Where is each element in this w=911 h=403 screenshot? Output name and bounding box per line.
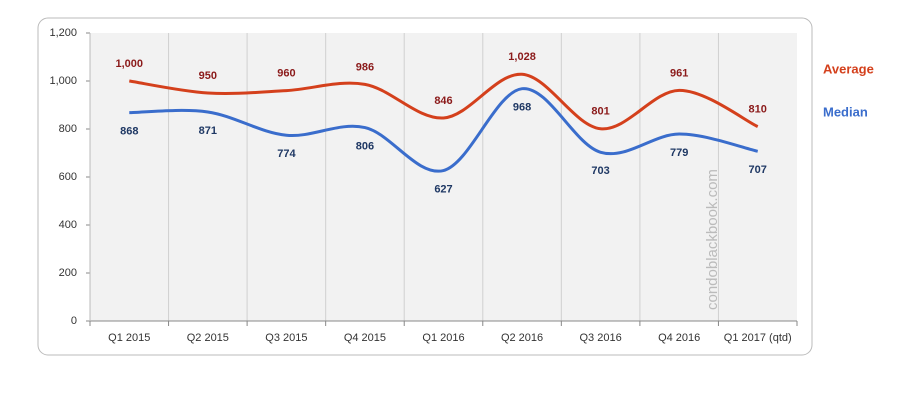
x-tick-label: Q4 2015 xyxy=(344,332,386,344)
series-line xyxy=(129,72,759,131)
series-line xyxy=(129,87,759,173)
data-label: 806 xyxy=(356,140,374,152)
data-label: 846 xyxy=(434,95,452,107)
data-label: 961 xyxy=(670,67,688,79)
legend-label: Average xyxy=(823,61,874,76)
data-label: 1,000 xyxy=(116,58,144,70)
x-tick-label: Q3 2016 xyxy=(580,332,622,344)
data-label: 950 xyxy=(199,70,217,82)
watermark: condoblackbook.com xyxy=(704,169,721,310)
data-label: 801 xyxy=(591,106,609,118)
x-tick-label: Q2 2016 xyxy=(501,332,543,344)
data-label: 868 xyxy=(120,126,138,138)
x-tick-label: Q1 2016 xyxy=(422,332,464,344)
y-tick-label: 600 xyxy=(59,171,77,183)
data-label: 1,028 xyxy=(508,51,536,63)
y-tick-label: 400 xyxy=(59,219,77,231)
data-label: 703 xyxy=(591,165,609,177)
data-label: 968 xyxy=(513,102,531,114)
y-tick-label: 800 xyxy=(59,123,77,135)
y-tick-label: 200 xyxy=(59,267,77,279)
x-tick-label: Q1 2017 (qtd) xyxy=(724,332,792,344)
data-label: 871 xyxy=(199,125,217,137)
legend-label: Median xyxy=(823,104,868,119)
x-tick-label: Q4 2016 xyxy=(658,332,700,344)
data-label: 707 xyxy=(749,164,767,176)
data-label: 960 xyxy=(277,68,295,80)
x-tick-label: Q3 2015 xyxy=(265,332,307,344)
y-tick-label: 0 xyxy=(71,315,77,327)
data-label: 986 xyxy=(356,61,374,73)
data-label: 779 xyxy=(670,147,688,159)
y-tick-label: 1,000 xyxy=(49,75,77,87)
y-tick-label: 1,200 xyxy=(49,27,77,39)
x-tick-label: Q2 2015 xyxy=(187,332,229,344)
data-label: 810 xyxy=(749,104,767,116)
plot-area xyxy=(90,33,797,321)
data-label: 774 xyxy=(277,148,296,160)
data-label: 627 xyxy=(434,183,452,195)
x-tick-label: Q1 2015 xyxy=(108,332,150,344)
